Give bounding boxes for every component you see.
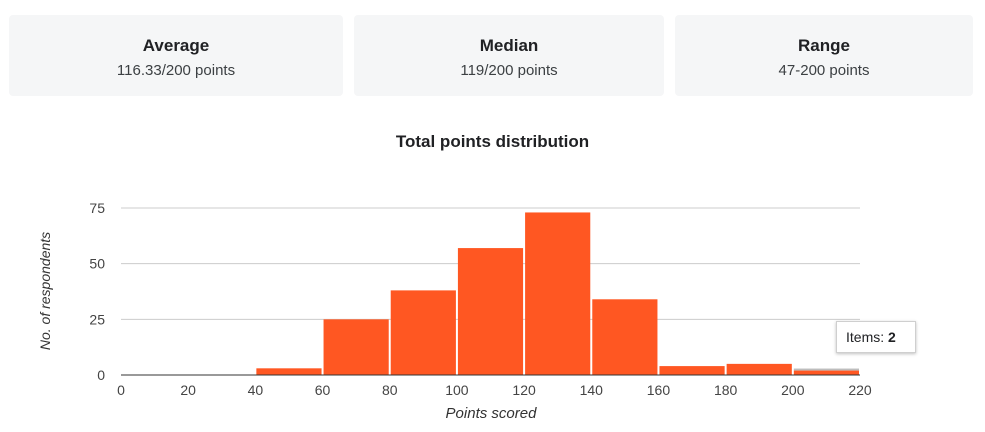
x-tick-label: 100 [445,382,469,398]
histogram-bar[interactable] [256,368,322,375]
x-tick-label: 40 [248,382,264,398]
x-tick-label: 160 [647,382,671,398]
histogram-bar[interactable] [659,366,725,375]
bar-hover-highlight [793,368,859,371]
bars [256,212,859,375]
x-axis-label: Points scored [446,405,538,422]
stat-value-average: 116.33/200 points [116,62,236,79]
stat-card-average: Average 116.33/200 points [9,15,343,96]
x-tick-label: 120 [512,382,536,398]
tooltip-label: Items: [846,329,885,345]
tooltip-value: 2 [888,329,896,345]
axes: 0 25 50 75 0 20 40 60 80 100 120 140 160 180 200 220 [89,200,871,398]
histogram-bar[interactable] [592,299,658,375]
histogram-bar[interactable] [323,319,389,375]
histogram-bar[interactable] [525,212,591,375]
histogram-bar[interactable] [793,370,859,375]
y-tick-label: 50 [89,256,105,272]
stat-card-median: Median 119/200 points [354,15,664,96]
x-tick-label: 220 [848,382,872,398]
stat-value-range: 47-200 points [778,62,870,79]
y-tick-label: 25 [89,311,105,327]
stat-title-average: Average [142,36,210,55]
histogram-bar[interactable] [457,248,524,375]
x-tick-label: 200 [781,382,805,398]
chart-title: Total points distribution [395,132,590,151]
stat-title-median: Median [479,36,539,55]
stat-title-range: Range [798,36,850,55]
y-tick-label: 0 [97,367,105,383]
x-tick-label: 60 [315,382,331,398]
y-tick-label: 75 [89,200,105,216]
stat-value-median: 119/200 points [460,62,558,79]
x-tick-label: 0 [117,382,125,398]
stat-card-range: Range 47-200 points [675,15,973,96]
x-tick-label: 140 [580,382,604,398]
histogram-bar[interactable] [726,363,792,375]
x-tick-label: 20 [180,382,196,398]
bar-tooltip: Items: 2 [836,321,916,353]
y-axis-label: No. of respondents [37,232,53,350]
x-tick-label: 80 [382,382,398,398]
x-tick-label: 180 [714,382,738,398]
histogram-bar[interactable] [390,290,456,375]
